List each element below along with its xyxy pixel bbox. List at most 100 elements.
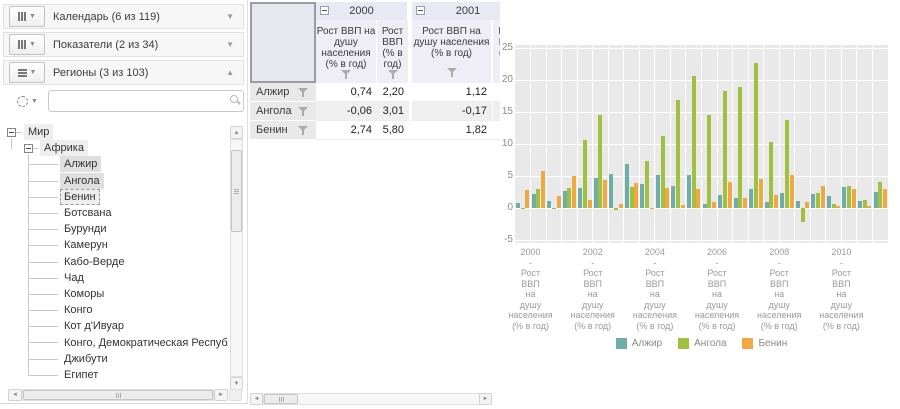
tree-connector bbox=[28, 212, 58, 214]
columns-layout-button[interactable]: ▼ bbox=[9, 34, 45, 55]
regions-tree: Мир Африка Алжир Ангола Бенин Ботсвана Бурунди… bbox=[0, 124, 228, 386]
bar-Ангола bbox=[800, 208, 805, 223]
search-icon[interactable] bbox=[230, 95, 238, 103]
pivot-corner-cell[interactable] bbox=[250, 2, 316, 83]
bar-Алжир bbox=[562, 191, 567, 208]
bar-Алжир bbox=[671, 185, 676, 208]
bar-Ангола bbox=[536, 188, 541, 208]
bar-Ангола bbox=[567, 188, 572, 208]
column-group-2000[interactable]: 2000 bbox=[316, 2, 409, 20]
tree-item-country[interactable]: Ангола bbox=[60, 172, 104, 189]
collapse-group-icon[interactable] bbox=[416, 6, 425, 15]
tree-connector bbox=[28, 310, 58, 312]
collapse-group-icon[interactable] bbox=[320, 6, 329, 15]
row-header-label: Ангола bbox=[256, 105, 292, 117]
section-indicators[interactable]: ▼ Показатели (2 из 34) ▼ bbox=[3, 32, 244, 57]
tree-item-country[interactable]: Конго bbox=[64, 304, 93, 317]
gridline-vertical bbox=[856, 45, 858, 243]
tree-item-country[interactable]: Коморы bbox=[64, 287, 105, 300]
scroll-up-button[interactable]: ▲ bbox=[230, 126, 243, 139]
tree-item-country[interactable]: Кабо-Верде bbox=[64, 255, 125, 268]
pivot-value-cell: 2,6 bbox=[493, 83, 500, 102]
columns-icon bbox=[18, 40, 27, 49]
column-header-gdp-2001[interactable]: Рост ВВП (% в год) bbox=[493, 20, 500, 83]
collapse-chevron-icon[interactable]: ▼ bbox=[226, 12, 234, 21]
tree-connector bbox=[28, 293, 58, 295]
y-axis-tick-label: 25 bbox=[501, 42, 513, 53]
filter-funnel-icon[interactable] bbox=[298, 106, 308, 116]
gridline-vertical bbox=[747, 45, 749, 243]
filter-funnel-icon[interactable] bbox=[341, 70, 351, 79]
bar-Ангола bbox=[598, 115, 603, 208]
tree-item-country[interactable]: Бурунди bbox=[64, 223, 107, 236]
column-header-gdp-per-capita-2000[interactable]: Рост ВВП на душу населения (% в год) bbox=[316, 20, 377, 83]
gridline-vertical bbox=[669, 45, 671, 243]
bar-Бенин bbox=[649, 208, 654, 209]
bar-Алжир bbox=[811, 193, 816, 208]
expand-chevron-icon[interactable]: ▲ bbox=[226, 68, 234, 77]
bar-Ангола bbox=[816, 192, 821, 208]
gridline-vertical bbox=[623, 45, 625, 243]
bar-Ангола bbox=[707, 115, 712, 208]
tree-item-country[interactable]: Алжир bbox=[60, 156, 102, 173]
y-axis-tick-label: 5 bbox=[507, 170, 513, 181]
collapse-chevron-icon[interactable]: ▼ bbox=[226, 40, 234, 49]
bar-Бенин bbox=[587, 199, 592, 208]
tree-item-world[interactable]: Мир bbox=[24, 124, 54, 141]
tree-item-country[interactable]: Джибути bbox=[64, 352, 108, 365]
pivot-row-header[interactable]: Алжир bbox=[250, 83, 316, 102]
column-header-gdp-per-capita-2001[interactable]: Рост ВВП на душу населения (% в год) bbox=[412, 20, 492, 83]
filter-funnel-icon[interactable] bbox=[298, 125, 308, 135]
scroll-right-button[interactable]: ► bbox=[214, 389, 228, 401]
tree-hscroll-thumb[interactable] bbox=[23, 390, 213, 400]
gridline-vertical bbox=[794, 45, 796, 243]
section-calendar[interactable]: ▼ Календарь (6 из 119) ▼ bbox=[3, 4, 244, 29]
tree-item-country[interactable]: Камерун bbox=[64, 239, 108, 252]
collapse-expander-icon[interactable] bbox=[7, 127, 16, 137]
tree-item-country[interactable]: Бенин bbox=[60, 188, 100, 205]
scroll-left-button[interactable]: ◄ bbox=[250, 393, 263, 405]
pivot-value-cell: 3,1 bbox=[493, 102, 500, 121]
column-group-2001[interactable]: 2001 bbox=[412, 2, 500, 20]
tree-item-country[interactable]: Ботсвана bbox=[64, 207, 112, 220]
pivot-panel: 2000 2001 Рост ВВП на душу населения (% … bbox=[248, 0, 500, 409]
section-regions[interactable]: ▼ Регионы (3 из 103) ▲ bbox=[3, 60, 244, 85]
gridline-vertical bbox=[701, 45, 702, 243]
bar-Алжир bbox=[857, 200, 862, 208]
scroll-left-button[interactable]: ◄ bbox=[8, 389, 22, 401]
collapse-expander-icon[interactable] bbox=[24, 143, 33, 153]
selection-mode-button[interactable]: ▼ bbox=[17, 95, 38, 107]
pivot-hscroll-thumb[interactable] bbox=[264, 394, 298, 404]
legend-item-Бенин: Бенин bbox=[742, 338, 787, 349]
tree-row: Чад bbox=[0, 270, 228, 286]
pivot-row-header[interactable]: Ангола bbox=[250, 102, 316, 121]
scroll-right-button[interactable]: ► bbox=[479, 393, 492, 405]
chevron-down-icon: ▼ bbox=[31, 97, 38, 105]
tree-connector bbox=[16, 132, 22, 133]
column-header-gdp-2000[interactable]: Рост ВВП (% в год) bbox=[377, 20, 409, 83]
bar-Ангола bbox=[753, 63, 758, 208]
columns-icon bbox=[18, 12, 27, 21]
pivot-row-header[interactable]: Бенин bbox=[250, 121, 316, 140]
tree-item-country[interactable]: Египет bbox=[64, 368, 99, 381]
bar-Алжир bbox=[609, 174, 614, 208]
columns-layout-button[interactable]: ▼ bbox=[9, 6, 45, 27]
legend-item-Алжир: Алжир bbox=[615, 338, 662, 349]
bar-Алжир bbox=[873, 192, 878, 208]
filter-funnel-icon[interactable] bbox=[387, 70, 398, 79]
gridline-vertical bbox=[763, 45, 765, 243]
filter-funnel-icon[interactable] bbox=[298, 87, 308, 97]
tree-item-country[interactable]: Конго, Демократическая Республика bbox=[64, 336, 228, 349]
bar-Бенин bbox=[805, 202, 810, 208]
tree-item-country[interactable]: Чад bbox=[64, 271, 84, 284]
filter-funnel-icon[interactable] bbox=[446, 68, 457, 77]
tree-item-africa[interactable]: Африка bbox=[40, 140, 88, 157]
bar-Алжир bbox=[702, 204, 707, 208]
rows-layout-button[interactable]: ▼ bbox=[9, 62, 45, 83]
bar-Ангола bbox=[847, 186, 852, 208]
tree-item-country[interactable]: Кот д'Ивуар bbox=[64, 320, 125, 333]
tree-vscroll-thumb[interactable] bbox=[231, 150, 242, 232]
search-input[interactable] bbox=[52, 92, 221, 110]
tree-row: Ангола bbox=[0, 172, 228, 189]
bar-Ангола bbox=[738, 87, 743, 208]
